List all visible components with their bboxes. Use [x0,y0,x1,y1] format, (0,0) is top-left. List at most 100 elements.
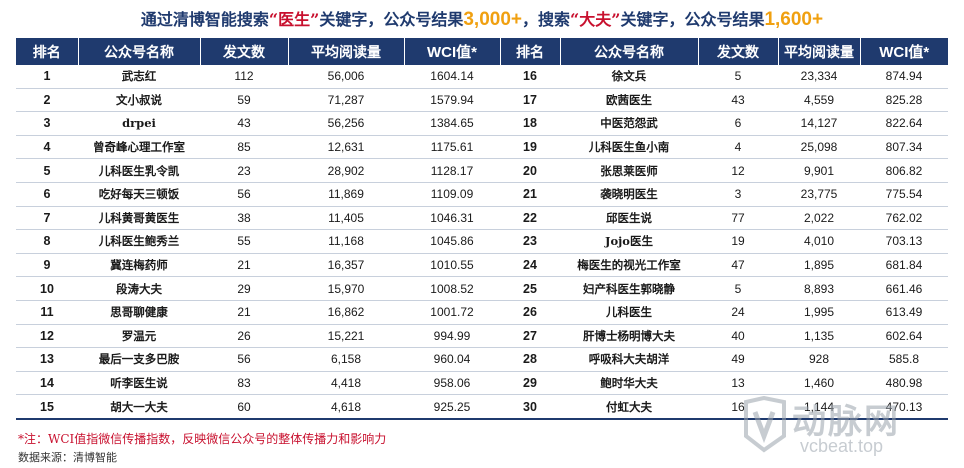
table-row: 15 胡大一大夫 60 4,618 925.25 30 付虹大夫 16 1,144 470.13 [16,394,948,420]
cell-posts-right: 5 [698,65,778,89]
title-part-2: 关键字，公众号结果 [319,10,464,29]
cell-posts-right: 12 [698,158,778,183]
cell-wci-right: 825.28 [860,88,948,113]
table-row: 10 段涛大夫 29 15,970 1008.52 25 妇产科医生郭晓静 5 8,893 661… [16,276,948,301]
cell-posts-right: 3 [698,182,778,207]
cell-posts-left: 29 [200,276,288,301]
title-part-3: ，搜索 [522,10,571,29]
cell-posts-left: 21 [200,253,288,278]
cell-avg-reads-left: 11,168 [288,229,404,254]
cell-wci-left: 1008.52 [404,276,500,301]
table-row: 5 儿科医生乳令凯 23 28,902 1128.17 20 张思莱医师 12 9,901 806… [16,158,948,183]
cell-wci-left: 1109.09 [404,182,500,207]
cell-avg-reads-left: 11,405 [288,206,404,231]
cell-avg-reads-right: 25,098 [778,135,860,160]
cell-avg-reads-left: 4,418 [288,371,404,396]
cell-posts-right: 24 [698,300,778,325]
cell-posts-right: 47 [698,253,778,278]
table-row: 12 罗温元 26 15,221 994.99 27 肝博士杨明博大夫 40 1,135 602.… [16,324,948,349]
cell-account-right: 邱医生说 [560,206,698,231]
cell-wci-left: 1045.86 [404,229,500,254]
cell-account-left: drpei [78,111,200,136]
cell-account-right: 张思莱医师 [560,158,698,183]
cell-avg-reads-right: 23,334 [778,65,860,89]
header-account-left: 公众号名称 [78,38,201,65]
cell-posts-right: 19 [698,229,778,254]
cell-avg-reads-right: 1,144 [778,394,860,420]
cell-avg-reads-right: 1,135 [778,324,860,349]
cell-posts-left: 83 [200,371,288,396]
table-row: 11 思哥聊健康 21 16,862 1001.72 26 儿科医生 24 1,995 613.4… [16,300,948,325]
cell-avg-reads-left: 4,618 [288,394,404,420]
cell-wci-left: 1384.65 [404,111,500,136]
header-avg-reads-left: 平均阅读量 [288,38,405,65]
data-source: 数据来源：清博智能 [18,451,117,464]
table-row: 8 儿科医生鲍秀兰 55 11,168 1045.86 23 Jojo医生 19 4,010 70… [16,229,948,254]
table-header-row: 排名 公众号名称 发文数 平均阅读量 WCI值* 排名 公众号名称 发文数 平均… [16,38,948,65]
cell-posts-right: 40 [698,324,778,349]
cell-account-left: 武志红 [78,65,200,89]
cell-rank-right: 21 [500,182,560,207]
cell-account-right: 梅医生的视光工作室 [560,253,698,278]
cell-avg-reads-left: 11,869 [288,182,404,207]
cell-wci-left: 1001.72 [404,300,500,325]
cell-wci-right: 681.84 [860,253,948,278]
page-title: 通过清博智能搜索“医生”关键字，公众号结果3,000+，搜索“大夫”关键字，公众… [0,6,964,34]
cell-posts-left: 56 [200,182,288,207]
cell-account-right: 徐文兵 [560,65,698,89]
cell-rank-left: 4 [16,135,78,160]
table-row: 4 曾奇峰心理工作室 85 12,631 1175.61 19 儿科医生鱼小南 4 25,098… [16,135,948,160]
cell-rank-right: 29 [500,371,560,396]
title-quote-daifu: “大夫” [570,10,621,29]
title-part-4: 关键字，公众号结果 [620,10,765,29]
cell-posts-left: 26 [200,324,288,349]
cell-avg-reads-left: 15,970 [288,276,404,301]
cell-posts-right: 43 [698,88,778,113]
ranking-table: 排名 公众号名称 发文数 平均阅读量 WCI值* 排名 公众号名称 发文数 平均… [16,38,948,420]
cell-account-right: 肝博士杨明博大夫 [560,324,698,349]
header-rank-left: 排名 [16,38,79,65]
cell-wci-left: 1579.94 [404,88,500,113]
cell-wci-right: 613.49 [860,300,948,325]
cell-account-right: Jojo医生 [560,229,698,254]
cell-avg-reads-right: 4,559 [778,88,860,113]
cell-posts-left: 112 [200,65,288,89]
cell-avg-reads-left: 56,256 [288,111,404,136]
cell-posts-right: 6 [698,111,778,136]
cell-account-left: 文小叔说 [78,88,200,113]
cell-posts-right: 4 [698,135,778,160]
table-row: 7 儿科黄哥黄医生 38 11,405 1046.31 22 邱医生说 77 2,022 762.… [16,206,948,231]
cell-wci-right: 807.34 [860,135,948,160]
table-row: 2 文小叔说 59 71,287 1579.94 17 欧茜医生 43 4,559 825.28 [16,88,948,113]
cell-wci-left: 1128.17 [404,158,500,183]
cell-avg-reads-right: 9,901 [778,158,860,183]
cell-rank-left: 2 [16,88,78,113]
cell-wci-left: 1046.31 [404,206,500,231]
cell-rank-right: 27 [500,324,560,349]
cell-rank-right: 28 [500,347,560,372]
cell-avg-reads-left: 28,902 [288,158,404,183]
footnote: *注：WCI值指微信传播指数，反映微信公众号的整体传播力和影响力 [18,432,387,446]
cell-account-left: 冀连梅药师 [78,253,200,278]
cell-rank-left: 15 [16,394,78,420]
cell-account-left: 听李医生说 [78,371,200,396]
cell-posts-right: 16 [698,394,778,420]
cell-account-left: 罗温元 [78,324,200,349]
title-count-doctor: 3,000+ [463,9,522,30]
cell-account-right: 呼吸科大夫胡洋 [560,347,698,372]
cell-wci-left: 1604.14 [404,65,500,89]
cell-avg-reads-left: 16,357 [288,253,404,278]
header-avg-reads-right: 平均阅读量 [778,38,861,65]
cell-wci-right: 874.94 [860,65,948,89]
cell-avg-reads-left: 16,862 [288,300,404,325]
cell-avg-reads-right: 2,022 [778,206,860,231]
cell-account-right: 欧茜医生 [560,88,698,113]
cell-rank-right: 22 [500,206,560,231]
cell-avg-reads-right: 23,775 [778,182,860,207]
cell-account-left: 曾奇峰心理工作室 [78,135,200,160]
cell-account-left: 段涛大夫 [78,276,200,301]
table-row: 6 吃好每天三顿饭 56 11,869 1109.09 21 袭晓明医生 3 23,775 775… [16,182,948,207]
cell-rank-right: 26 [500,300,560,325]
table-row: 14 听李医生说 83 4,418 958.06 29 鲍时华大夫 13 1,460 480.98 [16,371,948,396]
cell-rank-right: 23 [500,229,560,254]
